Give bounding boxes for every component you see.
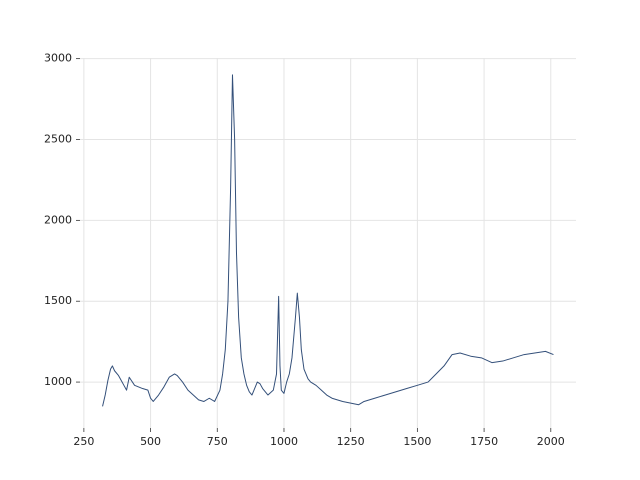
y-tick-label: 1000 bbox=[44, 375, 72, 388]
y-tick-label: 1500 bbox=[44, 294, 72, 307]
x-tick-label: 1750 bbox=[470, 435, 498, 448]
x-tick-label: 2000 bbox=[537, 435, 565, 448]
x-tick-label: 1250 bbox=[337, 435, 365, 448]
x-tick-label: 250 bbox=[73, 435, 94, 448]
data-line bbox=[102, 74, 554, 407]
x-tick-label: 500 bbox=[140, 435, 161, 448]
y-tick-label: 2500 bbox=[44, 133, 72, 146]
y-tick-label: 2000 bbox=[44, 213, 72, 226]
x-tick-label: 1500 bbox=[403, 435, 431, 448]
x-tick-label: 750 bbox=[207, 435, 228, 448]
x-tick-label: 1000 bbox=[270, 435, 298, 448]
y-tick-label: 3000 bbox=[44, 52, 72, 65]
